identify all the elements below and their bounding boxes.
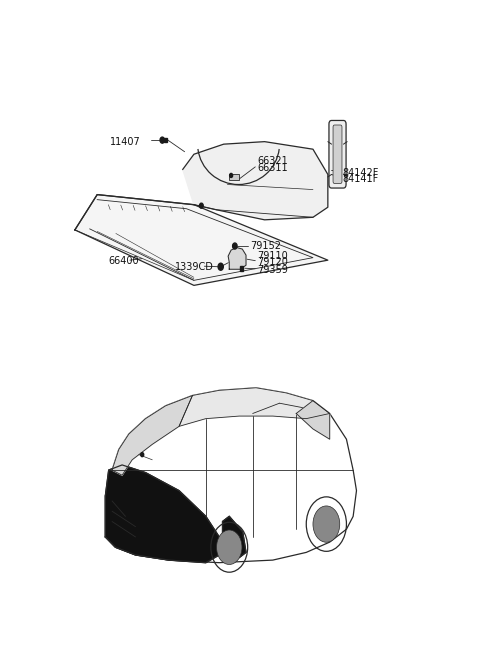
Circle shape: [160, 137, 165, 143]
Circle shape: [313, 506, 340, 542]
Polygon shape: [112, 396, 192, 476]
Text: 66400: 66400: [108, 256, 139, 266]
Circle shape: [200, 203, 203, 208]
Bar: [240, 266, 243, 271]
Circle shape: [216, 530, 242, 565]
Circle shape: [218, 263, 223, 271]
Circle shape: [229, 174, 233, 178]
Text: 66311: 66311: [257, 163, 288, 173]
Text: 11407: 11407: [110, 137, 141, 147]
Polygon shape: [179, 388, 330, 426]
Bar: [229, 174, 239, 181]
Polygon shape: [219, 516, 246, 557]
Text: 79110: 79110: [257, 251, 288, 261]
Text: 79359: 79359: [257, 265, 288, 274]
Polygon shape: [75, 195, 328, 286]
Text: 79152: 79152: [250, 241, 281, 251]
Bar: [164, 138, 167, 142]
FancyBboxPatch shape: [333, 125, 342, 183]
Text: 84141F: 84141F: [343, 174, 379, 185]
Circle shape: [141, 453, 144, 457]
Text: 66321: 66321: [257, 157, 288, 166]
Text: 79120: 79120: [257, 257, 288, 267]
Polygon shape: [106, 465, 223, 563]
Text: 1339CD: 1339CD: [175, 262, 214, 272]
FancyBboxPatch shape: [329, 121, 346, 188]
Circle shape: [233, 243, 237, 249]
Polygon shape: [296, 401, 330, 440]
Text: 84142F: 84142F: [343, 168, 379, 178]
Polygon shape: [183, 141, 328, 220]
Polygon shape: [228, 248, 246, 269]
